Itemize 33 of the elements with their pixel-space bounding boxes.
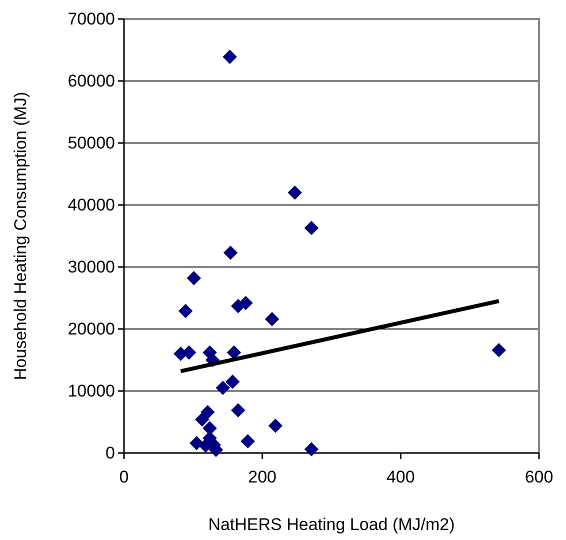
point (222, 50, 237, 64)
point (186, 271, 201, 286)
y-tick-label: 60000 (68, 71, 115, 90)
point (268, 418, 283, 433)
point (178, 304, 193, 318)
point (200, 404, 215, 420)
y-tick-label: 40000 (68, 195, 115, 214)
point (230, 403, 246, 418)
y-tick-label: 70000 (68, 9, 115, 28)
point (264, 312, 280, 326)
point (288, 185, 302, 200)
point (226, 345, 242, 360)
point (240, 434, 255, 448)
point (238, 296, 253, 310)
x-tick-label: 200 (248, 467, 277, 486)
y-tick-label: 10000 (68, 381, 115, 400)
point (195, 412, 210, 427)
point (492, 342, 506, 358)
point (216, 380, 230, 396)
x-tick-label: 600 (524, 467, 554, 486)
y-axis-title: Household Heating Consumption (MJ) (11, 92, 30, 380)
x-tick-label: 400 (386, 467, 415, 486)
y-tick-label: 0 (106, 443, 115, 462)
point (223, 246, 238, 260)
y-tick-label: 30000 (68, 257, 115, 276)
point (304, 442, 319, 456)
point (202, 421, 217, 436)
point (304, 220, 319, 236)
x-tick-label: 0 (119, 467, 129, 486)
y-tick-label: 50000 (68, 133, 115, 152)
x-axis-title: NatHERS Heating Load (MJ/m2) (208, 515, 455, 534)
y-tick-label: 20000 (68, 319, 115, 338)
point (225, 374, 240, 389)
